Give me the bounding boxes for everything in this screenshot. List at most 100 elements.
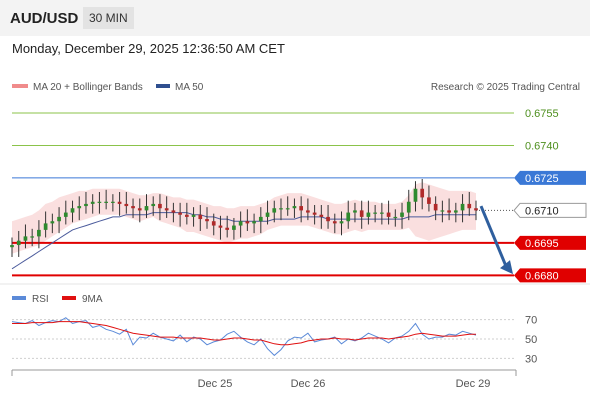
candle: [339, 211, 344, 236]
candle: [299, 196, 304, 223]
candle: [23, 224, 28, 249]
bollinger-band: [12, 182, 476, 254]
level-label-0.6725: 0.6725: [525, 173, 559, 185]
candle: [285, 196, 290, 216]
candle: [198, 204, 203, 231]
candle: [406, 189, 411, 221]
candle: [460, 194, 465, 223]
candle: [306, 198, 310, 221]
candle: [467, 192, 472, 216]
credit-text: Research © 2025 Trading Central: [431, 82, 580, 93]
candle: [137, 198, 142, 223]
ma20-legend-label: MA 20 + Bollinger Bands: [33, 82, 143, 93]
last-price-tag: [513, 202, 587, 218]
candle: [366, 200, 371, 225]
candle: [37, 220, 41, 249]
candle: [178, 202, 182, 227]
candle: [205, 207, 209, 229]
candle: [184, 202, 189, 225]
candle: [413, 181, 418, 212]
candle: [50, 213, 55, 234]
candle: [393, 209, 398, 227]
candle: [453, 202, 458, 223]
chart-header: AUD/USD 30 MIN: [0, 0, 590, 36]
candle: [232, 217, 236, 240]
candle: [332, 213, 337, 234]
candle: [326, 204, 330, 229]
candle: [63, 200, 68, 225]
candle: [43, 211, 48, 238]
x-tick-dec-29: Dec 29: [456, 378, 491, 390]
candle: [225, 215, 230, 238]
candle: [353, 202, 357, 223]
ma50-legend-swatch: [156, 84, 170, 88]
candle: [164, 196, 169, 218]
rsi-legend-swatch: [12, 296, 26, 300]
timeframe-button[interactable]: 30 MIN: [83, 7, 134, 29]
candle: [77, 196, 82, 221]
rsi-tick-30: 30: [525, 353, 537, 365]
candle: [218, 215, 223, 240]
candle: [191, 207, 196, 227]
level-tag-0.6725: [514, 170, 586, 185]
candle: [211, 213, 216, 236]
level-tag-0.6695: [514, 235, 586, 250]
candle: [474, 200, 478, 221]
candle: [16, 230, 21, 257]
candle: [124, 192, 129, 214]
rsi-legend-label: RSI: [32, 294, 49, 305]
candle: [380, 202, 384, 225]
candle: [70, 200, 75, 223]
candle: [117, 192, 122, 216]
candle: [104, 189, 108, 210]
candle: [433, 196, 438, 221]
candle: [427, 185, 431, 212]
candle: [447, 198, 451, 221]
rsi-ma-legend-label: 9MA: [82, 294, 103, 305]
ma20-legend-swatch: [12, 84, 28, 88]
level-label-0.6755: 0.6755: [525, 108, 559, 120]
rsi-ma-legend-swatch: [62, 296, 76, 300]
candle: [30, 228, 35, 247]
x-tick-dec-25: Dec 25: [198, 378, 233, 390]
last-price-label: 0.6710: [525, 205, 559, 217]
candle: [440, 200, 445, 223]
ma50-legend-label: MA 50: [175, 82, 204, 93]
candle: [359, 200, 364, 229]
candle: [386, 200, 391, 225]
rsi-plot: 70 50 30: [11, 315, 537, 365]
level-label-0.6680: 0.6680: [525, 270, 559, 282]
candle: [292, 198, 297, 218]
candle: [420, 179, 425, 210]
candle: [346, 200, 351, 229]
candle: [111, 194, 115, 212]
level-tag-0.6680: [514, 268, 586, 283]
level-label-0.6695: 0.6695: [525, 238, 559, 250]
rsi-tick-50: 50: [525, 334, 537, 346]
candle: [238, 211, 243, 238]
candle: [245, 209, 250, 231]
rsi-tick-70: 70: [525, 315, 537, 327]
candle: [400, 202, 404, 229]
candle: [131, 198, 135, 218]
candle: [10, 237, 14, 257]
candle: [90, 194, 95, 214]
timestamp: Monday, December 29, 2025 12:36:50 AM CE…: [12, 41, 285, 56]
candle: [272, 200, 277, 223]
level-label-0.6740: 0.6740: [525, 140, 559, 152]
instrument-title: AUD/USD: [10, 10, 79, 27]
x-tick-dec-26: Dec 26: [291, 378, 326, 390]
candle: [279, 198, 283, 221]
candles: [10, 179, 478, 257]
candle: [151, 196, 156, 216]
forecast-arrow-shaft: [479, 205, 508, 267]
candle: [158, 194, 162, 221]
candle: [265, 200, 270, 225]
ma50-line: [11, 212, 476, 270]
candle: [319, 204, 324, 229]
rsi-ma-line: [12, 321, 476, 346]
forecast-arrow-head: [500, 260, 513, 275]
candle: [258, 207, 263, 234]
price-plot: 0.6755 0.6740 0.6725 0.6695 0.6680 0.6710: [10, 108, 587, 283]
